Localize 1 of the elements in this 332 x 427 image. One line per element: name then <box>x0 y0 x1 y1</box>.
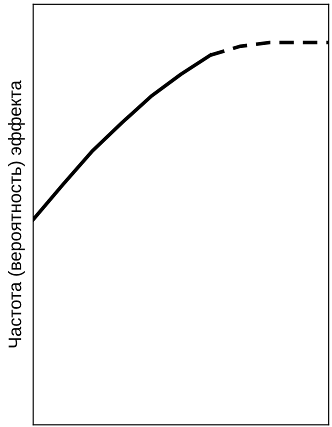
y-axis-title: Частота (вероятность) эффекта <box>8 80 25 348</box>
